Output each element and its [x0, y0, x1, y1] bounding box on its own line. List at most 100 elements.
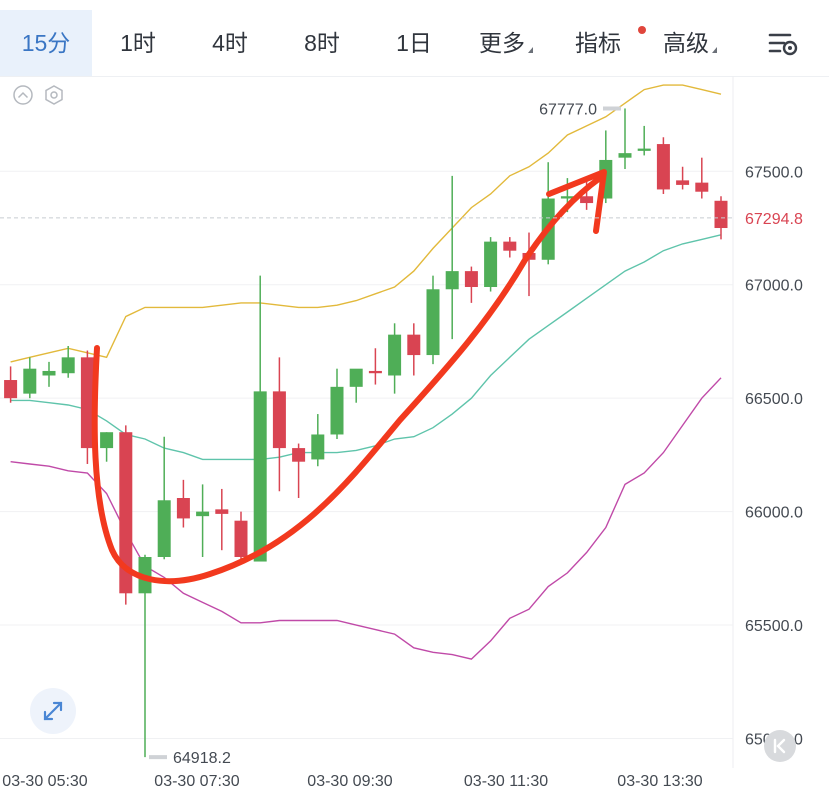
- candle-body: [407, 334, 421, 356]
- candle-body: [4, 380, 18, 399]
- high-label: 67777.0: [539, 101, 597, 118]
- tab-7[interactable]: 指标: [552, 10, 646, 76]
- candle: [253, 275, 267, 562]
- middle-band-line: [10, 234, 722, 461]
- candle-body: [292, 448, 306, 462]
- candle-body: [464, 271, 478, 288]
- candle-body: [368, 370, 382, 374]
- candle: [695, 157, 709, 199]
- jump-to-latest-button[interactable]: [764, 730, 796, 762]
- candle: [176, 479, 190, 528]
- time-tick-label: 03-30 11:30: [464, 773, 548, 790]
- candle-body: [618, 153, 632, 158]
- candle-body: [330, 386, 344, 435]
- candle: [215, 488, 229, 551]
- tab-1[interactable]: 15分: [0, 10, 92, 76]
- candle-body: [23, 368, 37, 394]
- tab-4[interactable]: 8时: [276, 10, 368, 76]
- trend-arrow-head: [546, 169, 607, 234]
- candle-body: [560, 196, 574, 199]
- candle-body: [176, 498, 190, 519]
- candle: [100, 432, 114, 462]
- expand-arrows-icon: [43, 701, 63, 721]
- candle-body: [196, 511, 210, 517]
- caret-down-icon: [712, 47, 717, 53]
- candle-body: [119, 432, 133, 594]
- candle: [676, 166, 690, 190]
- hexagon-gear-icon: [45, 85, 63, 105]
- candle: [637, 125, 651, 156]
- candle-body: [61, 357, 75, 374]
- candle-body: [253, 391, 267, 562]
- price-tick-label: 65500.0: [745, 618, 803, 635]
- tab-5[interactable]: 1日: [368, 10, 460, 76]
- price-tick-label: 66000.0: [745, 505, 803, 522]
- kline-chart-area[interactable]: 67294.8 67777.0 64918.2 65000.065500.066…: [0, 76, 829, 805]
- low-label: 64918.2: [173, 750, 231, 767]
- candle: [4, 366, 18, 403]
- tab-label: 高级: [663, 30, 709, 56]
- fullscreen-button[interactable]: [30, 688, 76, 734]
- candle-body: [80, 357, 94, 449]
- chart-grid: [0, 76, 734, 768]
- candle-body: [445, 271, 459, 290]
- candle-body: [656, 144, 670, 190]
- candle-body: [100, 432, 114, 449]
- trend-arrow-curve: [91, 175, 603, 585]
- tab-label: 更多: [479, 30, 525, 56]
- candle: [23, 357, 37, 399]
- candle-body: [695, 182, 709, 192]
- candle: [349, 368, 363, 403]
- candle-body: [503, 241, 517, 251]
- upper-band-line: [10, 84, 722, 363]
- tab-8[interactable]: 高级: [644, 10, 736, 76]
- chart-settings-button[interactable]: [766, 26, 800, 60]
- time-axis: 03-30 05:30 03-30 07:30 03-30 09:30 03-30 1…: [2, 773, 703, 790]
- price-tick-label: 66500.0: [745, 391, 803, 408]
- candle: [330, 368, 344, 440]
- collapse-button[interactable]: [13, 85, 33, 105]
- trend-annotation: [91, 169, 607, 585]
- timeframe-tab-bar: 15分 1时 4时 8时 1日 更多 指标 高级: [0, 0, 829, 77]
- candle-body: [42, 370, 56, 376]
- candle-body: [234, 520, 248, 557]
- candle-body: [714, 200, 728, 229]
- candle: [42, 361, 56, 387]
- tab-2[interactable]: 1时: [92, 10, 184, 76]
- candle-body: [676, 180, 690, 185]
- candle-body: [388, 334, 402, 376]
- tab-6[interactable]: 更多: [460, 10, 552, 76]
- price-tick-label: 67000.0: [745, 278, 803, 295]
- tab-label: 4时: [212, 30, 248, 56]
- indicator-settings-button[interactable]: [45, 85, 63, 105]
- candle: [541, 162, 555, 265]
- candle: [119, 425, 133, 605]
- candle: [311, 414, 325, 467]
- tab-label: 8时: [304, 30, 340, 56]
- tab-label: 指标: [575, 30, 621, 56]
- candlestick-chart[interactable]: 67294.8 67777.0 64918.2 65000.065500.066…: [0, 76, 829, 805]
- candle-body: [484, 241, 498, 288]
- price-axis: 65000.065500.066000.066500.067000.067500…: [745, 164, 803, 748]
- candle: [388, 323, 402, 394]
- notification-dot-icon: [638, 26, 646, 34]
- time-tick-label: 03-30 05:30: [2, 773, 88, 790]
- candle: [445, 175, 459, 340]
- candle: [503, 237, 517, 258]
- candle: [157, 436, 171, 560]
- candle: [484, 237, 498, 292]
- time-tick-label: 03-30 09:30: [307, 773, 393, 790]
- candle-body: [580, 196, 594, 204]
- candle: [426, 275, 440, 365]
- tab-3[interactable]: 4时: [184, 10, 276, 76]
- candle-body: [215, 509, 229, 514]
- chevron-up-circle-icon: [13, 85, 33, 105]
- time-tick-label: 03-30 07:30: [154, 773, 240, 790]
- chart-settings-icon: [768, 33, 798, 56]
- price-tick-label: 67500.0: [745, 164, 803, 181]
- candle: [368, 348, 382, 385]
- candle-body: [349, 368, 363, 387]
- tab-label: 1时: [120, 30, 156, 56]
- lower-band-line: [10, 377, 722, 660]
- candle: [234, 511, 248, 562]
